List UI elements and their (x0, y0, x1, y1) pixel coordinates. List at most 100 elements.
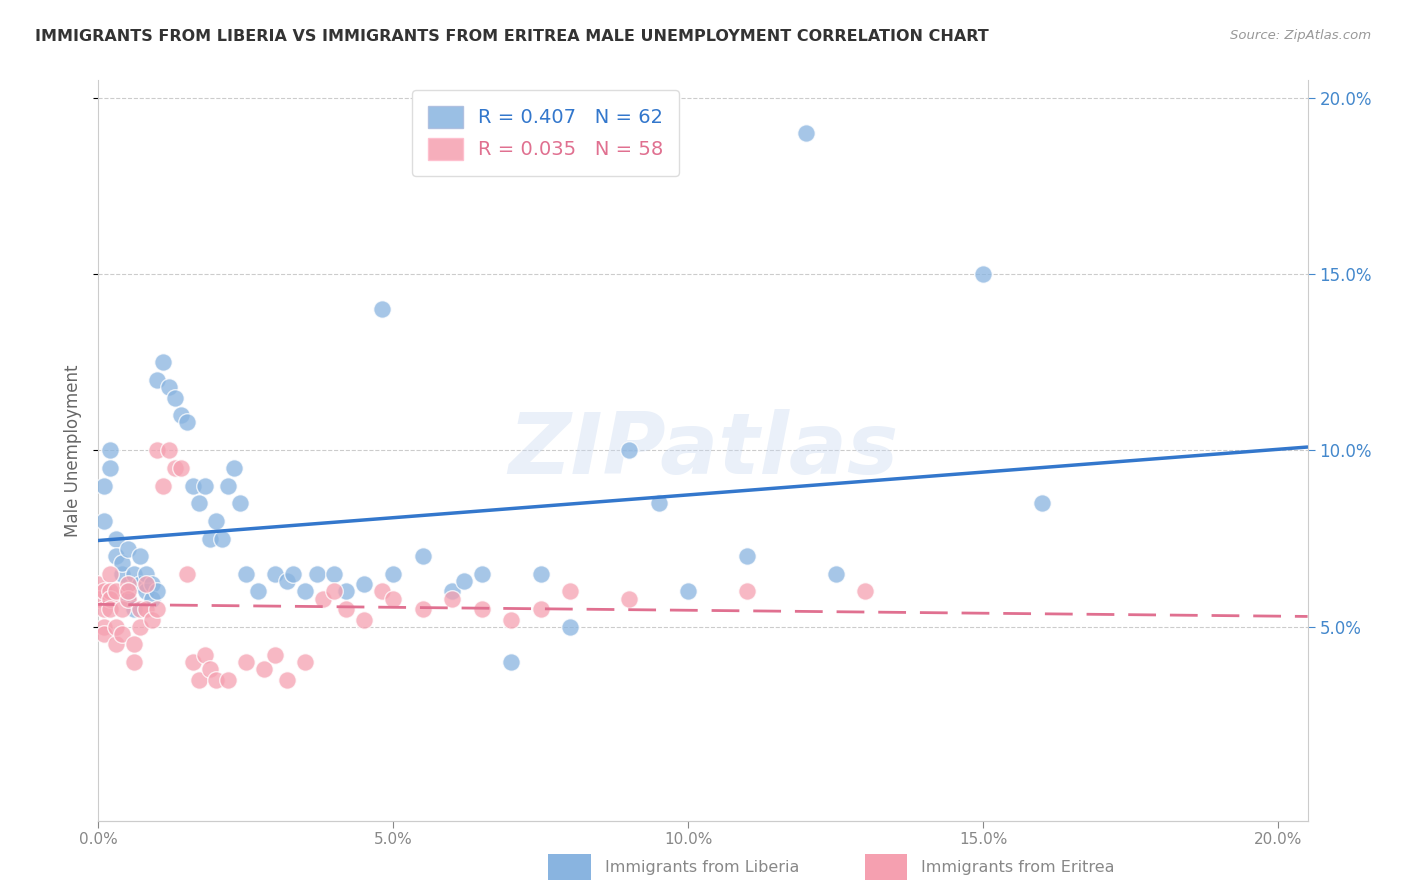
Point (98, 602, 121, 616)
Point (382, 591, 405, 606)
Point (323, 584, 346, 599)
Point (217, 479, 239, 493)
Point (98, 584, 121, 599)
Point (353, 613, 375, 627)
Point (382, 566, 405, 581)
Point (181, 655, 204, 669)
Point (157, 380, 180, 394)
Point (146, 584, 169, 599)
Point (117, 591, 139, 606)
Point (235, 655, 257, 669)
Point (501, 613, 523, 627)
Point (98, 591, 121, 606)
Point (93, 620, 115, 634)
Point (111, 566, 134, 581)
Point (323, 566, 346, 581)
Point (128, 577, 150, 591)
Text: ZIPatlas: ZIPatlas (508, 409, 898, 492)
Point (146, 602, 169, 616)
Point (441, 584, 464, 599)
Point (412, 549, 434, 564)
Point (176, 566, 198, 581)
Point (165, 391, 187, 405)
Point (735, 549, 758, 564)
Point (93, 627, 115, 641)
Point (619, 443, 641, 458)
Point (619, 591, 641, 606)
Point (530, 566, 553, 581)
Point (128, 602, 150, 616)
Point (281, 566, 304, 581)
Point (648, 496, 671, 510)
Text: Immigrants from Eritrea: Immigrants from Eritrea (921, 861, 1115, 875)
Point (141, 613, 163, 627)
Point (264, 648, 287, 662)
Point (111, 556, 134, 570)
Point (87, 577, 110, 591)
Point (111, 602, 134, 616)
Point (181, 479, 204, 493)
Point (294, 655, 316, 669)
Point (146, 443, 169, 458)
Point (217, 673, 239, 687)
Point (122, 566, 145, 581)
Point (117, 591, 139, 606)
Point (824, 566, 846, 581)
Point (200, 662, 222, 676)
Point (276, 673, 298, 687)
Text: Source: ZipAtlas.com: Source: ZipAtlas.com (1230, 29, 1371, 42)
Point (735, 584, 758, 599)
Point (93, 514, 115, 528)
Point (105, 532, 128, 546)
Text: IMMIGRANTS FROM LIBERIA VS IMMIGRANTS FROM ERITREA MALE UNEMPLOYMENT CORRELATION: IMMIGRANTS FROM LIBERIA VS IMMIGRANTS FR… (35, 29, 988, 44)
Point (176, 415, 198, 429)
Point (122, 602, 145, 616)
Point (501, 655, 523, 669)
Point (117, 584, 139, 599)
Point (128, 620, 150, 634)
Y-axis label: Male Unemployment: Male Unemployment (65, 364, 83, 537)
Point (194, 479, 217, 493)
Point (170, 408, 193, 422)
Point (117, 584, 139, 599)
Point (117, 542, 139, 557)
Point (305, 566, 328, 581)
Point (105, 637, 128, 651)
Point (105, 620, 128, 634)
Point (122, 655, 145, 669)
Point (157, 443, 180, 458)
Point (335, 602, 357, 616)
Point (152, 479, 174, 493)
Point (98, 461, 121, 475)
Point (141, 577, 163, 591)
Point (135, 566, 157, 581)
Point (412, 602, 434, 616)
Point (441, 591, 464, 606)
Point (93, 602, 115, 616)
Point (264, 566, 287, 581)
Point (200, 532, 222, 546)
Point (530, 602, 553, 616)
Point (370, 584, 392, 599)
Point (560, 584, 582, 599)
Point (98, 566, 121, 581)
Point (794, 126, 817, 140)
Point (111, 627, 134, 641)
Point (222, 461, 245, 475)
Point (170, 461, 193, 475)
Point (93, 584, 115, 599)
Point (294, 584, 316, 599)
Point (135, 602, 157, 616)
Point (246, 584, 269, 599)
Point (187, 496, 209, 510)
Point (205, 673, 228, 687)
Point (105, 549, 128, 564)
Point (165, 461, 187, 475)
Point (235, 566, 257, 581)
Point (187, 673, 209, 687)
Point (853, 584, 876, 599)
Point (311, 591, 333, 606)
Point (205, 514, 228, 528)
Point (146, 373, 169, 387)
Point (135, 577, 157, 591)
